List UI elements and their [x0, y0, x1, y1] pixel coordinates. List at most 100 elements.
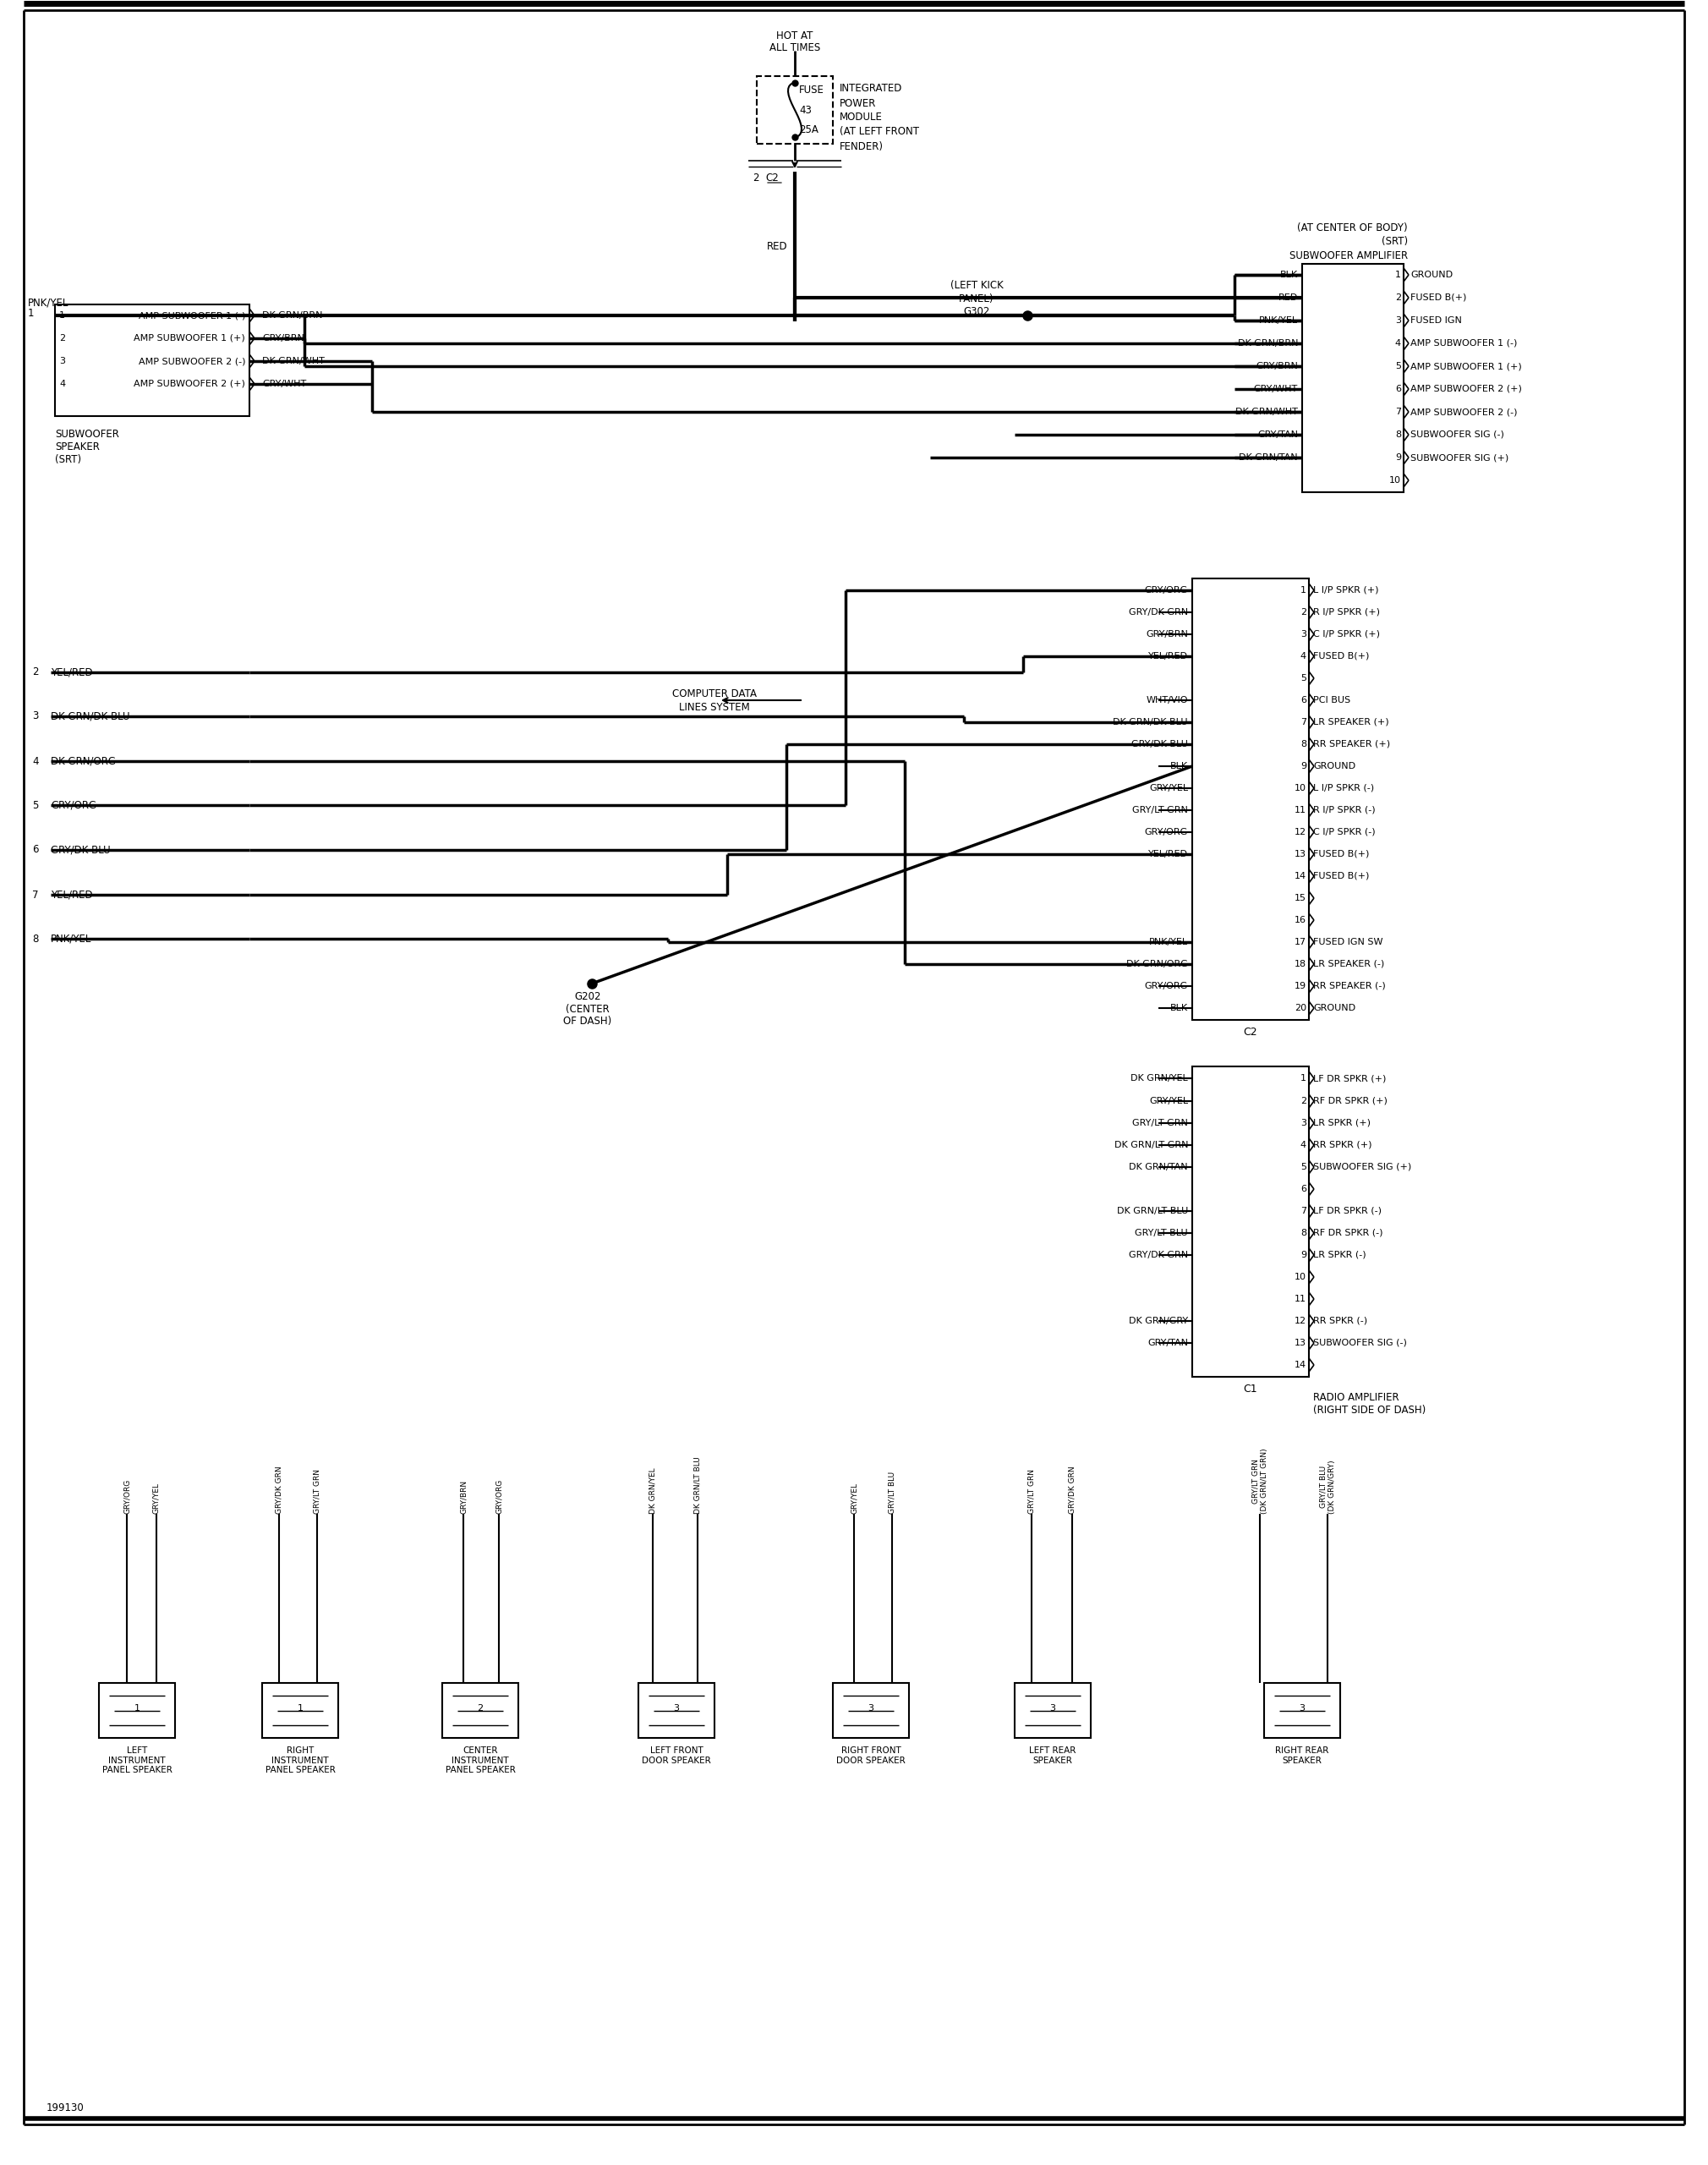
Text: RIGHT
INSTRUMENT
PANEL SPEAKER: RIGHT INSTRUMENT PANEL SPEAKER — [265, 1747, 335, 1775]
Text: MODULE: MODULE — [840, 113, 883, 123]
Text: GRY/YEL: GRY/YEL — [1149, 784, 1189, 792]
Text: GRY/LT GRN: GRY/LT GRN — [313, 1470, 321, 1513]
Text: AMP SUBWOOFER 2 (-): AMP SUBWOOFER 2 (-) — [1411, 407, 1517, 416]
Text: (SRT): (SRT) — [1382, 236, 1407, 247]
Text: 1: 1 — [297, 1704, 302, 1713]
Text: AMP SUBWOOFER 2 (+): AMP SUBWOOFER 2 (+) — [133, 379, 246, 388]
Text: PCI BUS: PCI BUS — [1313, 695, 1351, 704]
Text: RIGHT REAR
SPEAKER: RIGHT REAR SPEAKER — [1276, 1747, 1329, 1764]
Text: (CENTER: (CENTER — [565, 1002, 610, 1015]
Text: C2: C2 — [765, 171, 779, 184]
Text: BLK: BLK — [1170, 1005, 1189, 1013]
Text: GRY/DK BLU: GRY/DK BLU — [1131, 740, 1189, 749]
Text: LR SPEAKER (-): LR SPEAKER (-) — [1313, 959, 1385, 968]
Text: GRY/LT GRN: GRY/LT GRN — [1028, 1470, 1035, 1513]
Text: FUSED B(+): FUSED B(+) — [1313, 851, 1370, 857]
Text: DK GRN/LT BLU: DK GRN/LT BLU — [1117, 1206, 1189, 1215]
Text: AMP SUBWOOFER 1 (+): AMP SUBWOOFER 1 (+) — [1411, 362, 1522, 370]
Text: 7: 7 — [1395, 407, 1401, 416]
Bar — [1301, 264, 1404, 491]
Text: 17: 17 — [1295, 937, 1307, 946]
Text: 2: 2 — [1395, 294, 1401, 301]
Text: G302: G302 — [963, 305, 991, 316]
Text: 20: 20 — [1295, 1005, 1307, 1013]
Text: 9: 9 — [1300, 762, 1307, 771]
Text: 5: 5 — [1300, 1163, 1307, 1171]
Text: SUBWOOFER SIG (+): SUBWOOFER SIG (+) — [1411, 452, 1508, 461]
Text: C2: C2 — [1243, 1026, 1257, 1037]
Text: (RIGHT SIDE OF DASH): (RIGHT SIDE OF DASH) — [1313, 1405, 1426, 1416]
Text: AMP SUBWOOFER 2 (+): AMP SUBWOOFER 2 (+) — [1411, 385, 1522, 394]
Text: 3: 3 — [868, 1704, 874, 1713]
Text: 8: 8 — [32, 933, 38, 944]
Text: LEFT
INSTRUMENT
PANEL SPEAKER: LEFT INSTRUMENT PANEL SPEAKER — [102, 1747, 173, 1775]
Text: GRY/DK GRN: GRY/DK GRN — [1129, 1251, 1189, 1260]
Text: DK GRN/WHT: DK GRN/WHT — [261, 357, 325, 366]
Text: 3: 3 — [1300, 1119, 1307, 1128]
Text: GRY/DK GRN: GRY/DK GRN — [1129, 608, 1189, 617]
Text: GRY/LT GRN: GRY/LT GRN — [1132, 1119, 1189, 1128]
Text: 25A: 25A — [799, 123, 818, 134]
Text: RF DR SPKR (-): RF DR SPKR (-) — [1313, 1230, 1383, 1236]
Text: GRY/ORG: GRY/ORG — [51, 799, 96, 810]
Bar — [1192, 1067, 1308, 1377]
Text: 1: 1 — [1395, 271, 1401, 279]
Text: 1: 1 — [1300, 1074, 1307, 1082]
Text: 6: 6 — [32, 844, 39, 855]
Text: DK GRN/DK BLU: DK GRN/DK BLU — [1114, 719, 1189, 727]
Text: 7: 7 — [1300, 1206, 1307, 1215]
Text: AMP SUBWOOFER 1 (-): AMP SUBWOOFER 1 (-) — [1411, 340, 1517, 349]
Text: INTEGRATED: INTEGRATED — [840, 82, 902, 95]
Text: DK GRN/ORG: DK GRN/ORG — [51, 756, 116, 766]
Text: 3: 3 — [32, 710, 38, 721]
Text: GRY/BRN: GRY/BRN — [1255, 362, 1298, 370]
Bar — [99, 1682, 174, 1738]
Text: GRY/LT GRN: GRY/LT GRN — [1132, 805, 1189, 814]
Text: YEL/RED: YEL/RED — [51, 890, 92, 901]
Text: 2: 2 — [32, 667, 39, 678]
Text: R I/P SPKR (-): R I/P SPKR (-) — [1313, 805, 1375, 814]
Text: AMP SUBWOOFER 2 (-): AMP SUBWOOFER 2 (-) — [138, 357, 246, 366]
Text: RED: RED — [767, 240, 787, 251]
Text: 8: 8 — [1300, 740, 1307, 749]
Text: 8: 8 — [1300, 1230, 1307, 1236]
Text: 7: 7 — [32, 890, 39, 901]
Bar — [261, 1682, 338, 1738]
Text: DK GRN/WHT: DK GRN/WHT — [1235, 407, 1298, 416]
Text: DK GRN/DK BLU: DK GRN/DK BLU — [51, 710, 130, 721]
Text: L I/P SPKR (-): L I/P SPKR (-) — [1313, 784, 1375, 792]
Text: OF DASH): OF DASH) — [564, 1015, 611, 1026]
Text: 199130: 199130 — [46, 2102, 84, 2113]
Text: 12: 12 — [1295, 1316, 1307, 1325]
Text: FUSED B(+): FUSED B(+) — [1313, 652, 1370, 660]
Text: BLK: BLK — [1279, 271, 1298, 279]
Bar — [442, 1682, 518, 1738]
Text: C I/P SPKR (+): C I/P SPKR (+) — [1313, 630, 1380, 639]
Text: 4: 4 — [60, 379, 65, 388]
Bar — [1015, 1682, 1091, 1738]
Text: 3: 3 — [1395, 316, 1401, 325]
Text: LF DR SPKR (-): LF DR SPKR (-) — [1313, 1206, 1382, 1215]
Text: 9: 9 — [1395, 452, 1401, 461]
Text: GRY/DK GRN: GRY/DK GRN — [275, 1466, 284, 1513]
Text: 1: 1 — [1300, 587, 1307, 595]
Text: 2: 2 — [60, 333, 65, 342]
Text: (AT LEFT FRONT: (AT LEFT FRONT — [840, 126, 919, 136]
Text: 15: 15 — [1295, 894, 1307, 903]
Text: LR SPKR (-): LR SPKR (-) — [1313, 1251, 1366, 1260]
Text: PNK/YEL: PNK/YEL — [27, 297, 68, 307]
Text: GRY/YEL: GRY/YEL — [1149, 1098, 1189, 1106]
Bar — [1264, 1682, 1341, 1738]
Text: 6: 6 — [1395, 385, 1401, 394]
Text: L I/P SPKR (+): L I/P SPKR (+) — [1313, 587, 1378, 595]
Text: GRY/WHT: GRY/WHT — [261, 379, 306, 388]
Text: AMP SUBWOOFER 1 (+): AMP SUBWOOFER 1 (+) — [133, 333, 246, 342]
Text: 1: 1 — [27, 307, 34, 318]
Text: GRY/YEL: GRY/YEL — [152, 1483, 161, 1513]
Bar — [757, 76, 834, 143]
Text: 11: 11 — [1295, 805, 1307, 814]
Text: 13: 13 — [1295, 851, 1307, 857]
Text: 4: 4 — [32, 756, 39, 766]
Text: 2: 2 — [477, 1704, 483, 1713]
Text: PNK/YEL: PNK/YEL — [1259, 316, 1298, 325]
